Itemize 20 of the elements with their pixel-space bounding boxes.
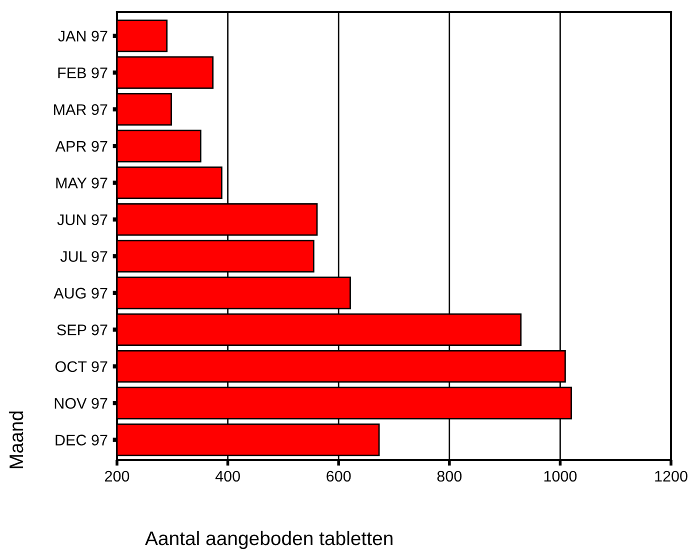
- y-tick-label: APR 97: [55, 140, 108, 152]
- x-tick-label: 800: [437, 470, 462, 482]
- y-axis-title: Maand: [8, 412, 24, 468]
- y-tick-label: FEB 97: [58, 67, 108, 78]
- x-tick-label: 400: [215, 470, 240, 482]
- x-tick-label: 600: [326, 470, 351, 482]
- y-tick-label: AUG 97: [54, 288, 108, 299]
- y-tick-label: NOV 97: [54, 398, 108, 409]
- y-tick-label: SEP 97: [57, 324, 108, 336]
- y-tick-label: DEC 97: [56, 434, 108, 446]
- x-tick-label: 1200: [655, 470, 688, 482]
- y-tick-label: OCT 97: [55, 361, 108, 372]
- x-axis-title: Aantal aangeboden tabletten: [145, 530, 392, 550]
- x-tick-label: 1000: [544, 470, 577, 482]
- y-tick-label: JUN 97: [57, 214, 108, 226]
- y-tick-label: MAR 97: [54, 104, 108, 115]
- y-tick-label: JAN 97: [58, 30, 108, 42]
- y-tick-label: JUL 97: [60, 251, 108, 262]
- x-tick-label: 200: [105, 470, 130, 482]
- y-tick-label: MAY 97: [56, 178, 108, 188]
